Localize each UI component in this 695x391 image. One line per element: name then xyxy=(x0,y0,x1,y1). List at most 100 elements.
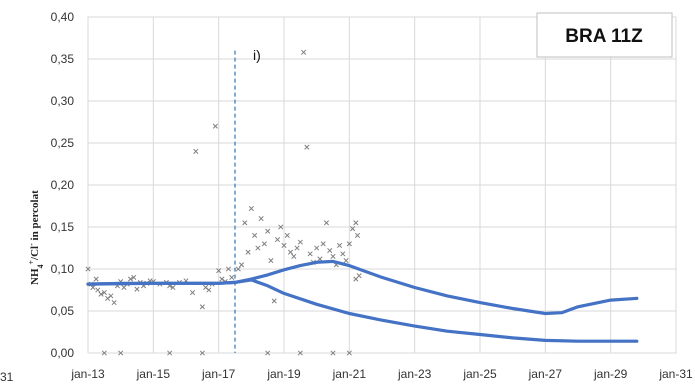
scatter-point-stroke xyxy=(281,242,287,249)
scatter-point xyxy=(105,295,111,301)
scatter-point-stroke xyxy=(134,286,140,292)
scatter-point xyxy=(235,266,241,272)
scatter-point-stroke xyxy=(93,276,99,282)
scatter-point-stroke xyxy=(216,268,222,274)
scatter-point-stroke xyxy=(353,276,359,282)
scatter-point xyxy=(353,276,359,282)
scatter-point-stroke xyxy=(354,232,361,238)
y-axis-label-sup2: - xyxy=(27,243,36,246)
scatter-point-stroke xyxy=(346,241,352,247)
title-box-frame xyxy=(536,12,673,58)
scatter-point xyxy=(287,249,294,255)
scatter-point-stroke xyxy=(343,258,349,264)
y-axis-label: NH4+/Cl- in percolat xyxy=(27,190,45,285)
scatter-point-stroke xyxy=(317,256,323,262)
scatter-point-stroke xyxy=(101,350,107,356)
scatter-point-stroke xyxy=(297,239,303,245)
scatter-point xyxy=(95,287,101,293)
scatter-point xyxy=(199,304,205,310)
scatter-point-stroke xyxy=(255,245,261,251)
scatter-point-stroke xyxy=(291,253,297,259)
marker-label: i) xyxy=(253,47,261,63)
scatter-point-stroke xyxy=(248,205,254,212)
scatter-point-stroke xyxy=(350,226,356,232)
scatter-point-stroke xyxy=(261,241,267,247)
scatter-point xyxy=(85,266,91,272)
series-layer xyxy=(85,49,639,356)
x-tick-label: jan-21 xyxy=(332,367,367,381)
scatter-point xyxy=(225,266,232,272)
scatter-point xyxy=(320,241,326,247)
scatter-point-stroke xyxy=(252,232,258,238)
scatter-point xyxy=(131,274,137,280)
scatter-point-stroke xyxy=(90,284,96,291)
scatter-point-stroke xyxy=(111,300,117,306)
scatter-point xyxy=(255,245,261,251)
scatter-point-stroke xyxy=(307,251,313,257)
scatter-point xyxy=(314,245,320,251)
scatter-point xyxy=(90,284,96,291)
scatter-point xyxy=(203,284,209,291)
scatter-point xyxy=(307,251,313,257)
x-tick-label: jan-17 xyxy=(201,367,236,381)
scatter-point xyxy=(242,220,248,226)
scatter-point-stroke xyxy=(225,266,232,272)
x-tick-label: jan-23 xyxy=(397,367,432,381)
y-tick-label: 0,30 xyxy=(51,94,75,108)
scatter-point-stroke xyxy=(274,237,281,243)
scatter-point xyxy=(216,268,222,274)
scatter-point xyxy=(343,258,349,264)
y-tick-label: 0,40 xyxy=(51,10,75,24)
scatter-point xyxy=(284,232,290,238)
scatter-point-stroke xyxy=(245,249,251,255)
x-tick-label: jan-29 xyxy=(593,367,628,381)
scatter-point-stroke xyxy=(284,232,290,238)
scatter-point-stroke xyxy=(242,220,248,226)
scatter-point xyxy=(212,123,218,129)
scatter-point xyxy=(111,300,117,306)
scatter-point-stroke xyxy=(206,287,212,293)
scatter-point xyxy=(206,287,212,293)
scatter-point xyxy=(98,291,104,297)
scatter-point xyxy=(193,148,199,154)
scatter-point-stroke xyxy=(258,216,264,222)
marker-line: i) xyxy=(234,47,261,353)
scatter-point xyxy=(261,241,267,247)
scatter-point-stroke xyxy=(346,350,352,356)
scatter-point-stroke xyxy=(271,298,277,304)
scatter-point-stroke xyxy=(265,350,271,356)
scatter-point xyxy=(219,276,225,282)
scatter-point xyxy=(101,350,107,356)
scatter-point xyxy=(336,242,343,249)
scatter-point xyxy=(238,262,245,268)
scatter-point-stroke xyxy=(170,284,176,291)
scatter-point-stroke xyxy=(314,245,320,251)
scatter-point-stroke xyxy=(323,220,330,226)
scatter-point-stroke xyxy=(167,350,173,356)
scatter-point xyxy=(346,241,352,247)
scatter-point xyxy=(350,226,356,232)
scatter-point xyxy=(294,245,300,251)
grid xyxy=(87,16,677,354)
scatter-point xyxy=(330,253,336,259)
scatter-point xyxy=(353,220,359,226)
scatter-point xyxy=(252,232,258,238)
scatter-point-stroke xyxy=(265,228,271,234)
scatter-point xyxy=(170,284,176,291)
y-axis-label-mid: /Cl xyxy=(29,246,41,261)
scatter-point-stroke xyxy=(212,123,218,129)
y-tick-label: 0,35 xyxy=(51,52,75,66)
scatter-point xyxy=(278,224,284,230)
scatter-point-stroke xyxy=(294,245,300,251)
scatter-point-stroke xyxy=(219,276,225,282)
y-axis-label-sub1: 4 xyxy=(36,265,45,269)
scatter-point-stroke xyxy=(95,287,101,293)
chart-title: BRA 11Z xyxy=(565,26,643,47)
x-tick-label: jan-15 xyxy=(136,367,171,381)
x-tick-label: jan-31 xyxy=(658,367,693,381)
x-tick-label: jan-13 xyxy=(70,367,105,381)
scatter-point-stroke xyxy=(297,350,303,356)
scatter-point-stroke xyxy=(320,241,326,247)
scatter-point xyxy=(258,216,264,222)
